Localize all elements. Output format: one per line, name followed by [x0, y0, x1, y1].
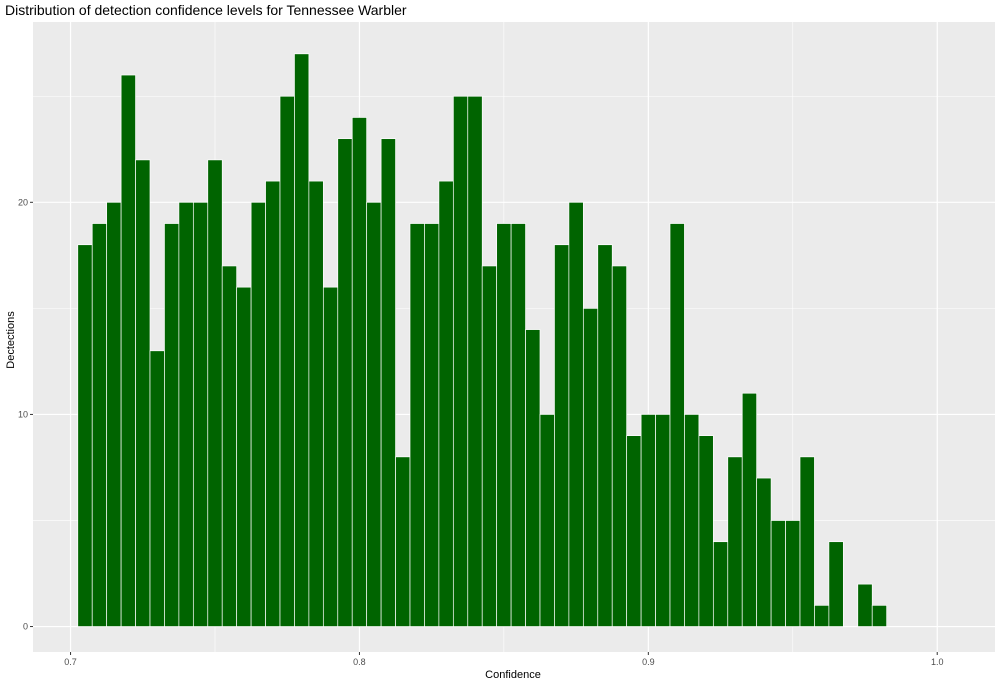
y-tick-label: 0 — [23, 622, 28, 632]
histogram-bar — [582, 308, 599, 627]
histogram-bar — [857, 583, 873, 627]
histogram-bar — [120, 74, 136, 627]
histogram-bar — [785, 520, 801, 627]
histogram-bar — [207, 159, 223, 627]
histogram-bar — [452, 95, 469, 627]
histogram-bar — [828, 541, 844, 627]
y-axis: 0 10 20 — [18, 197, 33, 632]
histogram-bar — [337, 138, 353, 627]
histogram-bar — [135, 159, 151, 627]
histogram-bar — [380, 138, 396, 627]
histogram-bar — [655, 414, 671, 627]
histogram-bar — [424, 223, 440, 627]
histogram-bar — [192, 201, 209, 627]
histogram-bar — [467, 95, 483, 627]
y-tick-label: 20 — [18, 197, 28, 207]
histogram-bar — [871, 604, 888, 627]
histogram-bar — [554, 244, 570, 627]
histogram-bar — [770, 520, 786, 627]
histogram-bar — [481, 265, 498, 627]
histogram-bar — [149, 350, 165, 627]
x-tick-label: 1.0 — [931, 657, 944, 667]
histogram-bar — [164, 223, 180, 627]
histogram-bar — [409, 223, 425, 627]
x-tick-label: 0.7 — [64, 657, 77, 667]
x-tick-label: 0.8 — [353, 657, 366, 667]
histogram-bar — [626, 435, 642, 627]
bars — [77, 53, 888, 627]
histogram-bar — [294, 53, 310, 627]
histogram-bar — [178, 201, 194, 627]
histogram-bar — [597, 244, 613, 627]
histogram-bar — [799, 456, 815, 627]
histogram-bar — [640, 414, 656, 627]
histogram-bar — [77, 244, 93, 627]
histogram-bar — [366, 201, 382, 627]
histogram-bar — [236, 286, 252, 627]
histogram-bar — [741, 392, 758, 627]
histogram-bar — [525, 329, 541, 627]
histogram-bar — [322, 286, 339, 627]
histogram-bar — [814, 604, 830, 627]
histogram-bar — [308, 180, 324, 627]
x-tick-label: 0.9 — [642, 657, 655, 667]
histogram-bar — [91, 223, 108, 627]
histogram-bar — [496, 223, 512, 627]
histogram-bar — [684, 414, 700, 627]
histogram-bar — [106, 201, 122, 627]
x-axis: 0.7 0.8 0.9 1.0 — [64, 652, 943, 667]
histogram-bar — [351, 117, 368, 627]
histogram-bar — [510, 223, 526, 627]
histogram-bar — [568, 201, 584, 627]
histogram-bar — [265, 180, 281, 627]
histogram-bar — [279, 95, 295, 627]
histogram-bar — [611, 265, 628, 627]
histogram-bar — [221, 265, 238, 627]
histogram-bar — [250, 201, 266, 627]
histogram-bar — [395, 456, 411, 627]
chart-title: Distribution of detection confidence lev… — [5, 2, 407, 18]
histogram-bar — [727, 456, 743, 627]
histogram-bar — [539, 414, 555, 627]
histogram-bar — [698, 435, 714, 627]
x-axis-title: Confidence — [485, 669, 541, 681]
histogram-bar — [756, 477, 772, 627]
histogram-bar — [712, 541, 729, 627]
histogram-bar — [669, 223, 685, 627]
y-axis-title: Dectections — [5, 311, 17, 369]
y-tick-label: 10 — [18, 409, 28, 419]
histogram-bar — [438, 180, 454, 627]
